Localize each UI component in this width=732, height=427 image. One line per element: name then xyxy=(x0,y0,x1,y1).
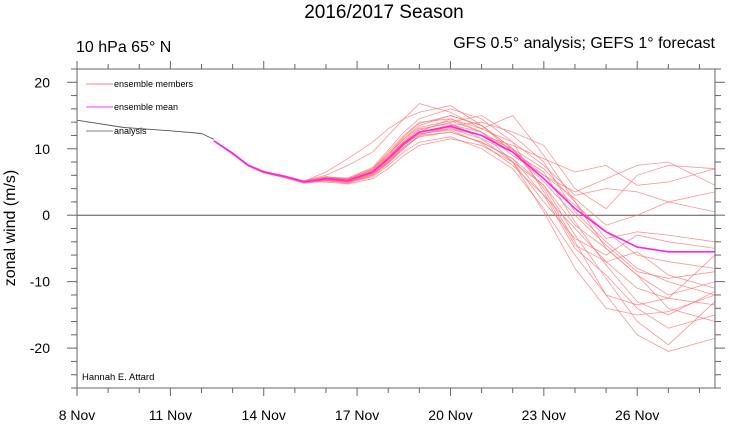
ensemble-mean-line xyxy=(213,125,715,253)
series-layer xyxy=(77,119,715,253)
subtitle-right: GFS 0.5° analysis; GEFS 1° forecast xyxy=(453,35,715,52)
x-tick-label: 11 Nov xyxy=(149,407,192,423)
y-tick-label: -20 xyxy=(30,340,50,356)
y-tick-label: 20 xyxy=(34,74,50,90)
ensemble-member-line-17 xyxy=(213,120,715,316)
ensemble-member-line-10 xyxy=(213,136,715,306)
ensemble-members-layer xyxy=(213,103,715,352)
ensemble-member-line-6 xyxy=(213,138,715,256)
legend-label: ensemble members xyxy=(114,79,194,89)
y-tick-label: 10 xyxy=(34,141,50,157)
ensemble-member-line-8 xyxy=(213,128,715,316)
analysis-line xyxy=(77,119,215,140)
x-tick-label: 8 Nov xyxy=(59,407,96,423)
ensemble-member-line-3 xyxy=(213,115,715,352)
plot-frame xyxy=(76,68,716,389)
ensemble-member-line-11 xyxy=(213,124,715,226)
ensemble-member-line-4 xyxy=(213,131,715,329)
chart-title: 2016/2017 Season xyxy=(304,2,464,23)
plot-area xyxy=(77,103,715,352)
x-tick-label: 14 Nov xyxy=(242,407,286,423)
legend: ensemble members ensemble mean analysis xyxy=(86,79,194,136)
y-tick-label: -10 xyxy=(30,274,50,290)
legend-label: ensemble mean xyxy=(114,102,178,112)
ensemble-member-line-12 xyxy=(213,123,715,346)
ensemble-member-line-15 xyxy=(213,131,715,322)
x-tick-label: 26 Nov xyxy=(615,407,659,423)
y-axis-label: zonal wind (m/s) xyxy=(2,170,19,286)
y-tick-label: 0 xyxy=(42,207,50,223)
axes: 8 Nov 11 Nov 14 Nov 17 Nov 20 Nov 23 Nov 26 No… xyxy=(30,61,725,423)
credit-text: Hannah E. Attard xyxy=(82,372,154,383)
x-tick-label: 23 Nov xyxy=(522,407,566,423)
ensemble-member-line-18 xyxy=(213,129,715,306)
x-tick-label: 17 Nov xyxy=(335,407,379,423)
x-tick-label: 20 Nov xyxy=(428,407,472,423)
ensemble-member-line-1 xyxy=(213,103,715,296)
subtitle-left: 10 hPa 65° N xyxy=(76,39,171,56)
legend-label: analysis xyxy=(114,126,147,136)
